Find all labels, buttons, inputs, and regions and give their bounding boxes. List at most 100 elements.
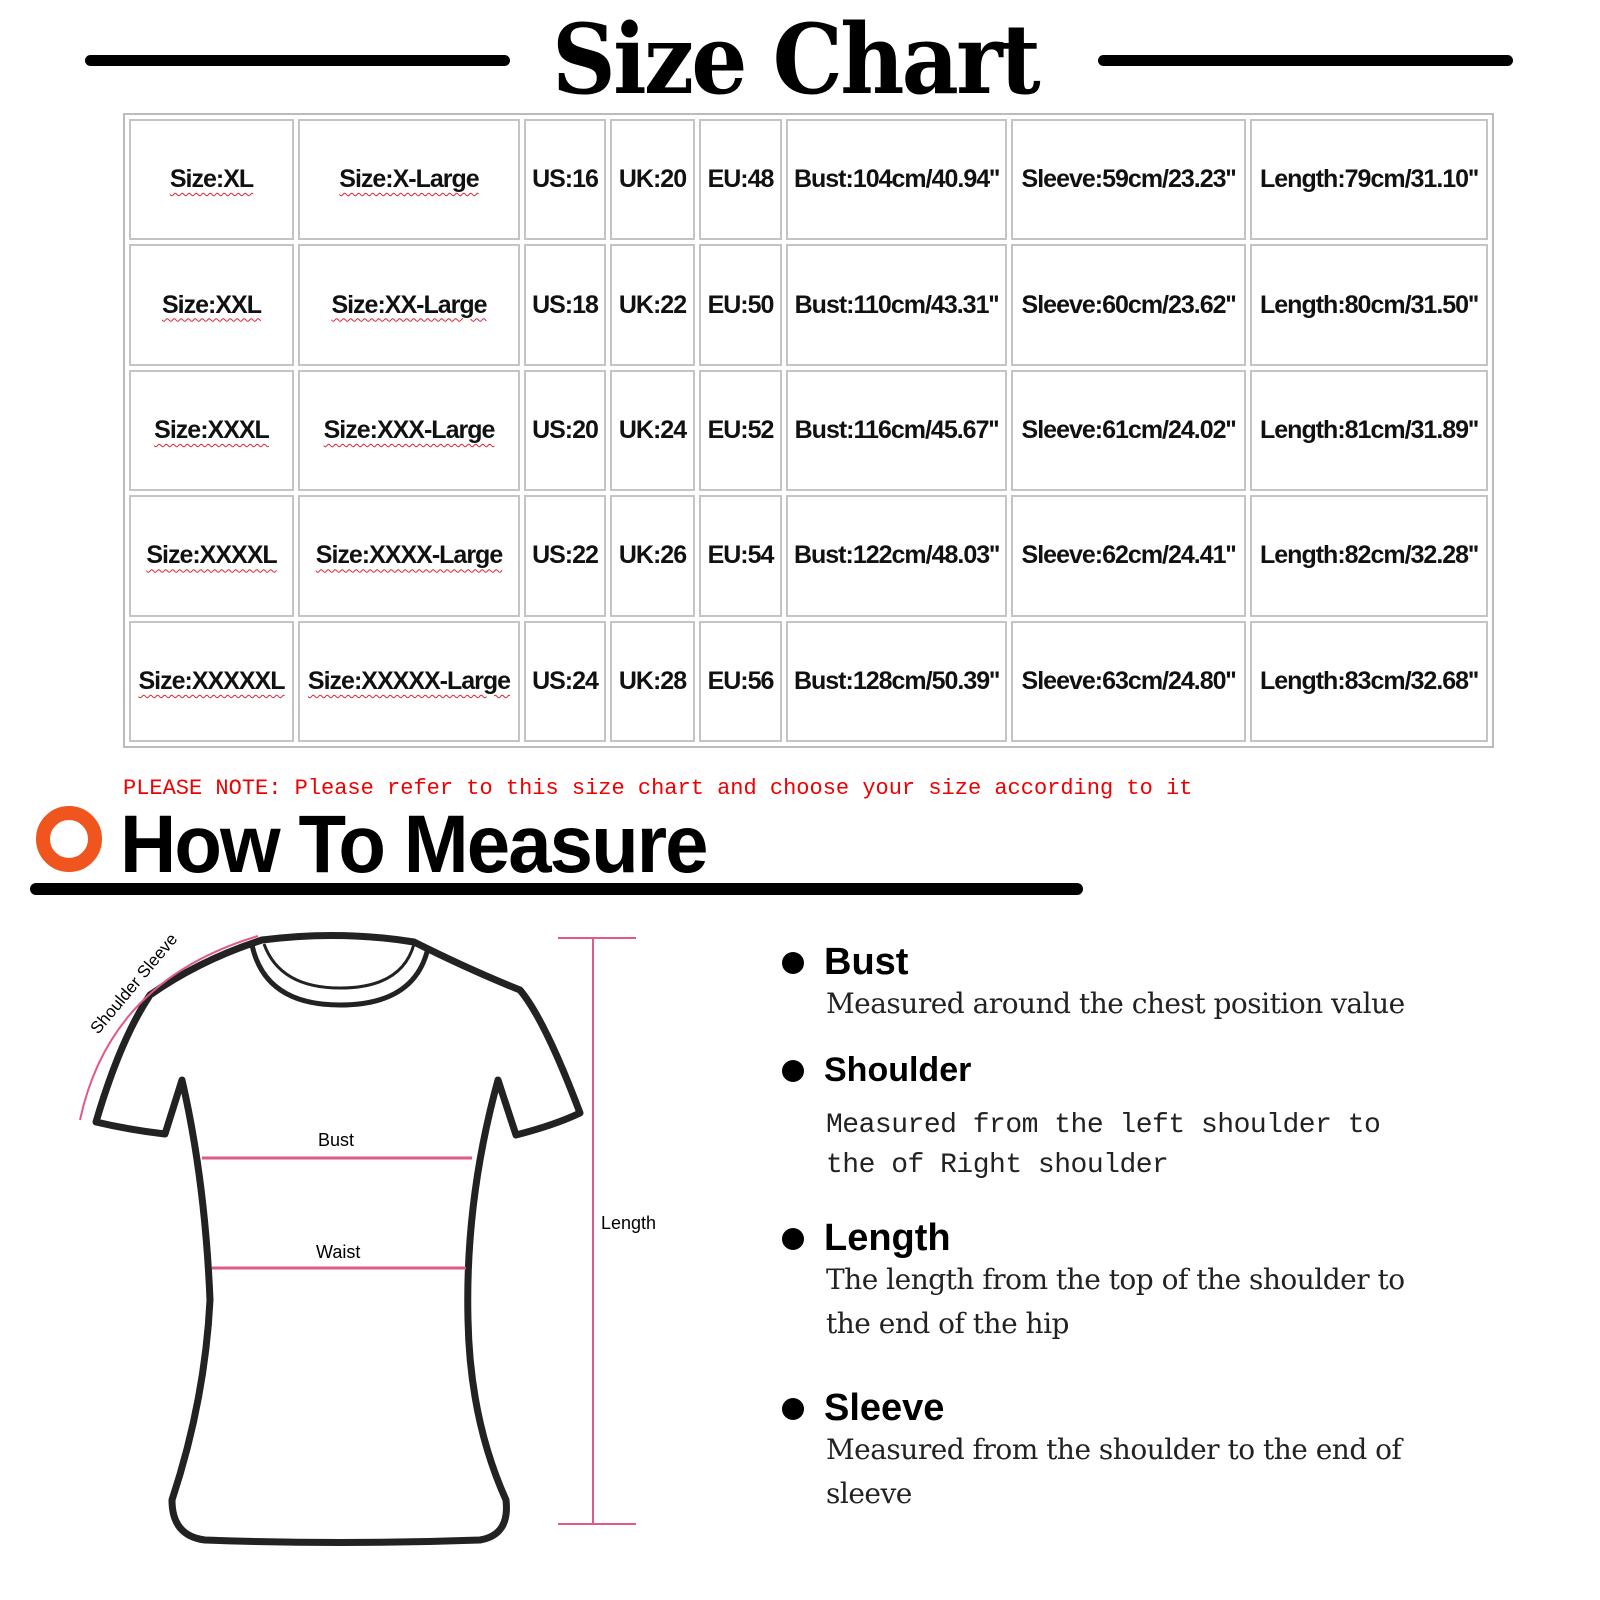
bullet-icon — [782, 1398, 804, 1420]
cell-text: Sleeve:62cm/24.41'' — [1021, 541, 1237, 570]
title-rule-left — [85, 55, 510, 66]
item-label: Sleeve — [824, 1387, 945, 1429]
table-cell: Length:79cm/31.10'' — [1250, 119, 1488, 241]
table-row: Size:XXXL Size:XXX-Large US:20 UK:24 EU:52 Bu… — [129, 369, 1488, 492]
cell-text: Bust:122cm/48.03'' — [793, 541, 1000, 570]
cell-text: Size:XXXXL — [146, 541, 277, 570]
cell-text: UK:24 — [618, 415, 687, 444]
table-cell: Size:XXL — [129, 244, 294, 366]
cell-text: Length:79cm/31.10'' — [1260, 165, 1479, 194]
cell-text: Size:XL — [169, 165, 254, 194]
table-cell: Sleeve:59cm/23.23'' — [1011, 119, 1246, 241]
cell-text: EU:54 — [707, 541, 775, 570]
table-cell: UK:28 — [610, 620, 695, 742]
table-row: Size:XL Size:X-Large US:16 UK:20 EU:48 Bust:1… — [129, 119, 1488, 241]
table-cell: Size:XL — [129, 119, 294, 241]
cell-text: EU:56 — [707, 666, 775, 695]
cell-text: US:24 — [532, 666, 599, 695]
title-rule-right — [1098, 55, 1513, 66]
table-cell: Sleeve:60cm/23.62'' — [1011, 244, 1246, 366]
shoulder-sleeve-arrow — [79, 935, 259, 1121]
cell-text: Size:X-Large — [339, 165, 479, 194]
table-row: Size:XXXXL Size:XXXX-Large US:22 UK:26 EU:54… — [129, 495, 1488, 617]
cell-text: Sleeve:59cm/23.23'' — [1021, 165, 1237, 194]
cell-text: US:18 — [532, 290, 599, 319]
cell-text: Bust:128cm/50.39'' — [793, 666, 1000, 695]
cell-text: Sleeve:63cm/24.80'' — [1021, 666, 1237, 695]
table-cell: EU:48 — [699, 119, 782, 241]
table-cell: EU:56 — [699, 620, 782, 742]
cell-text: UK:20 — [618, 165, 687, 194]
cell-text: UK:28 — [618, 666, 687, 695]
cell-text: EU:48 — [707, 165, 775, 194]
table-cell: Size:XXXXX-Large — [298, 620, 520, 742]
table-cell: Size:XXX-Large — [298, 369, 520, 492]
cell-text: Sleeve:60cm/23.62'' — [1021, 290, 1237, 319]
cell-text: Bust:104cm/40.94'' — [793, 165, 1000, 194]
table-cell: EU:54 — [699, 495, 782, 617]
tshirt-diagram: Shoulder Sleeve Bust Waist Length — [79, 930, 656, 1546]
table-cell: Length:82cm/32.28'' — [1250, 495, 1488, 617]
cell-text: Sleeve:61cm/24.02'' — [1021, 415, 1237, 444]
item-desc: Measured from the shoulder to the end of… — [826, 1433, 1402, 1510]
table-cell: US:20 — [524, 369, 606, 492]
size-table: Size:XL Size:X-Large US:16 UK:20 EU:48 Bust:1… — [123, 113, 1494, 748]
table-cell: US:18 — [524, 244, 606, 366]
table-cell: Length:81cm/31.89'' — [1250, 369, 1488, 492]
table-cell: UK:24 — [610, 369, 695, 492]
table-cell: UK:20 — [610, 119, 695, 241]
cell-text: Length:82cm/32.28'' — [1260, 541, 1479, 570]
cell-text: UK:22 — [618, 290, 687, 319]
length-label: Length — [601, 1213, 656, 1233]
table-cell: Size:X-Large — [298, 119, 520, 241]
cell-text: Size:XXXL — [154, 415, 270, 444]
table-cell: US:16 — [524, 119, 606, 241]
item-label: Length — [824, 1217, 951, 1259]
table-cell: EU:50 — [699, 244, 782, 366]
circle-bullet-icon — [36, 806, 102, 872]
cell-text: Size:XXX-Large — [323, 415, 496, 444]
table-cell: Sleeve:62cm/24.41'' — [1011, 495, 1246, 617]
table-row: Size:XXXXXL Size:XXXXX-Large US:24 UK:28 EU:… — [129, 620, 1488, 742]
table-cell: Length:80cm/31.50'' — [1250, 244, 1488, 366]
table-cell: Bust:122cm/48.03'' — [786, 495, 1007, 617]
table-cell: Size:XXXX-Large — [298, 495, 520, 617]
table-cell: Size:XXXL — [129, 369, 294, 492]
table-cell: Bust:116cm/45.67'' — [786, 369, 1007, 492]
cell-text: Size:XXXXX-Large — [307, 666, 511, 695]
table-cell: Size:XX-Large — [298, 244, 520, 366]
table-cell: Sleeve:61cm/24.02'' — [1011, 369, 1246, 492]
bullet-icon — [782, 1060, 804, 1082]
item-desc: Measured around the chest position value — [826, 987, 1405, 1020]
collar — [249, 944, 431, 1008]
cell-text: Size:XX-Large — [331, 290, 487, 319]
table-cell: US:24 — [524, 620, 606, 742]
table-cell: Length:83cm/32.68'' — [1250, 620, 1488, 742]
cell-text: EU:52 — [707, 415, 775, 444]
table-cell: EU:52 — [699, 369, 782, 492]
table-row: Size:XXL Size:XX-Large US:18 UK:22 EU:50 Bust… — [129, 244, 1488, 366]
item-label: Shoulder — [824, 1051, 972, 1089]
cell-text: Length:83cm/32.68'' — [1260, 666, 1479, 695]
table-cell: Bust:104cm/40.94'' — [786, 119, 1007, 241]
table-cell: Bust:128cm/50.39'' — [786, 620, 1007, 742]
table-cell: US:22 — [524, 495, 606, 617]
cell-text: Size:XXL — [162, 290, 262, 319]
table-cell: Sleeve:63cm/24.80'' — [1011, 620, 1246, 742]
item-label: Bust — [824, 941, 909, 983]
heading-underline — [30, 883, 1083, 895]
cell-text: Size:XXXX-Large — [315, 541, 503, 570]
table-cell: UK:22 — [610, 244, 695, 366]
how-to-measure-heading: How To Measure — [120, 799, 709, 890]
waist-label: Waist — [316, 1242, 360, 1262]
tshirt-outline — [92, 931, 584, 1546]
cell-text: UK:26 — [618, 541, 687, 570]
cell-text: Bust:110cm/43.31'' — [794, 290, 1000, 319]
cell-text: Length:81cm/31.89'' — [1260, 415, 1479, 444]
bullet-icon — [782, 952, 804, 974]
cell-text: US:22 — [532, 541, 599, 570]
table-cell: Size:XXXXXL — [129, 620, 294, 742]
cell-text: EU:50 — [707, 290, 775, 319]
bust-label: Bust — [318, 1130, 354, 1150]
cell-text: Size:XXXXXL — [138, 666, 286, 695]
